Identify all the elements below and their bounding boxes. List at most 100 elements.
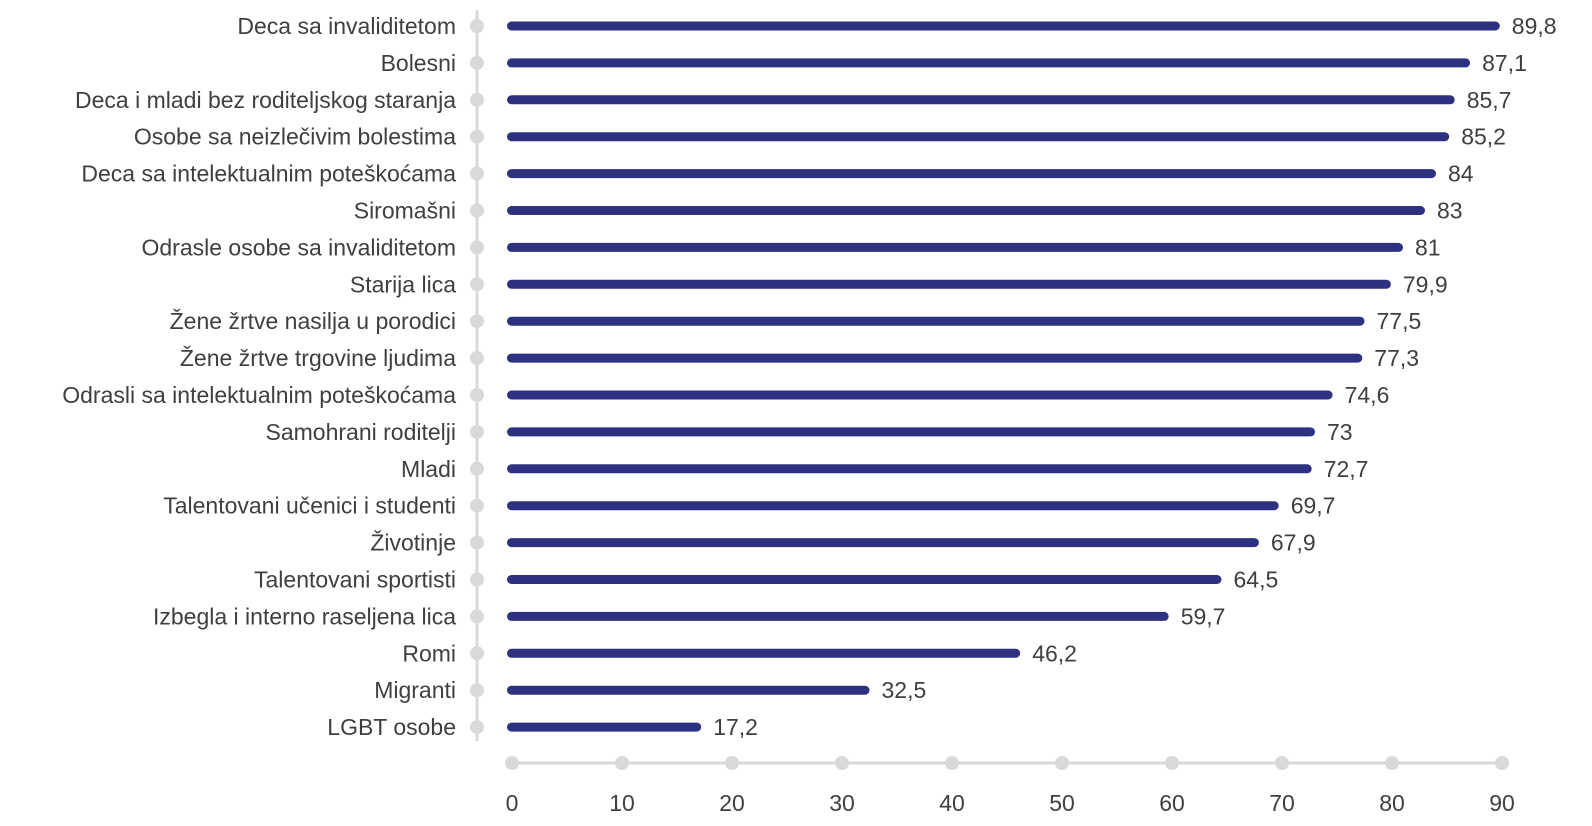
value-label: 89,8	[1512, 13, 1557, 39]
bar	[507, 648, 1021, 658]
x-tick-marker	[835, 756, 849, 770]
x-tick-label: 50	[1049, 790, 1075, 816]
y-tick-marker	[470, 498, 484, 513]
category-label: Izbegla i interno raseljena lica	[153, 603, 456, 629]
x-tick-marker	[1495, 756, 1509, 770]
value-label: 79,9	[1403, 271, 1448, 297]
value-label: 81	[1415, 234, 1441, 260]
value-label: 73	[1327, 419, 1353, 445]
category-label: Životinje	[370, 530, 456, 556]
value-label: 32,5	[882, 677, 927, 703]
bar	[507, 21, 1500, 31]
bar	[507, 169, 1436, 179]
category-label: Odrasle osobe sa invaliditetom	[142, 234, 457, 260]
bar	[507, 685, 870, 695]
bars-group	[507, 21, 1500, 732]
value-label: 77,3	[1374, 345, 1419, 371]
category-label: Mladi	[401, 456, 456, 482]
bar	[507, 464, 1312, 474]
value-label: 72,7	[1324, 456, 1369, 482]
x-tick-label: 70	[1269, 790, 1295, 816]
x-tick-marker	[1275, 756, 1289, 770]
y-tick-marker	[470, 351, 484, 366]
x-tick-label: 0	[506, 790, 519, 816]
x-tick-marker	[615, 756, 629, 770]
value-label: 64,5	[1234, 567, 1279, 593]
category-label: Deca sa intelektualnim poteškoćama	[81, 161, 456, 187]
x-tick-marker	[1165, 756, 1179, 770]
bar	[507, 538, 1259, 548]
category-label: Siromašni	[354, 198, 456, 224]
bar	[507, 95, 1455, 105]
y-tick-marker	[470, 203, 484, 218]
value-label: 46,2	[1032, 640, 1077, 666]
value-label: 59,7	[1181, 603, 1226, 629]
value-label: 69,7	[1291, 493, 1336, 519]
labels-group: Deca sa invaliditetom 89,8 Bolesni 87,1 Deca…	[62, 13, 1556, 740]
bar	[507, 316, 1365, 326]
category-label: Talentovani učenici i studenti	[163, 493, 456, 519]
category-label: Žene žrtve trgovine ljudima	[180, 345, 456, 371]
x-tick-label: 20	[719, 790, 745, 816]
category-label: Romi	[402, 640, 456, 666]
y-axis	[470, 10, 484, 742]
x-tick-label: 10	[609, 790, 635, 816]
bar	[507, 353, 1363, 363]
bar	[507, 242, 1403, 252]
category-label: Starija lica	[350, 271, 456, 297]
value-label: 85,7	[1467, 87, 1512, 113]
y-tick-marker	[470, 19, 484, 33]
x-tick-marker	[1055, 756, 1069, 770]
y-tick-marker	[470, 166, 484, 181]
y-tick-marker	[470, 720, 484, 735]
y-tick-marker	[470, 572, 484, 587]
bar	[507, 206, 1425, 215]
x-tick-label: 60	[1159, 790, 1185, 816]
y-tick-marker	[470, 388, 484, 402]
x-tick-label: 40	[939, 790, 965, 816]
x-tick-label: 30	[829, 790, 855, 816]
y-tick-marker	[470, 461, 484, 476]
y-tick-marker	[470, 240, 484, 255]
x-tick-marker	[725, 756, 739, 770]
x-tick-label: 90	[1489, 790, 1515, 816]
category-label: Bolesni	[381, 50, 456, 76]
y-tick-marker	[470, 683, 484, 698]
y-tick-marker	[470, 424, 484, 439]
x-tick-label: 80	[1379, 790, 1405, 816]
x-tick-marker	[505, 756, 519, 770]
bar	[507, 575, 1222, 584]
value-label: 83	[1437, 198, 1463, 224]
value-label: 77,5	[1377, 308, 1422, 334]
category-label: Odrasli sa intelektualnim poteškoćama	[62, 382, 456, 408]
bar	[507, 611, 1169, 621]
category-label: Žene žrtve nasilja u porodici	[170, 308, 456, 334]
bar	[507, 132, 1450, 142]
y-tick-marker	[470, 277, 484, 292]
value-label: 74,6	[1345, 382, 1390, 408]
y-tick-marker	[470, 646, 484, 661]
x-axis: 0 10 20 30 40 50 60 70 80 90	[505, 756, 1515, 816]
value-label: 87,1	[1482, 50, 1527, 76]
value-label: 85,2	[1461, 124, 1506, 150]
value-label: 17,2	[713, 714, 758, 740]
value-label: 67,9	[1271, 530, 1316, 556]
value-label: 84	[1448, 161, 1474, 187]
category-label: Deca sa invaliditetom	[237, 13, 456, 39]
category-label: Osobe sa neizlečivim bolestima	[134, 124, 456, 150]
x-tick-marker	[1385, 756, 1399, 770]
category-label: Deca i mladi bez roditeljskog staranja	[75, 87, 456, 113]
category-label: Samohrani roditelji	[266, 419, 456, 445]
y-tick-marker	[470, 609, 484, 624]
y-tick-marker	[470, 55, 484, 70]
bar	[507, 722, 702, 732]
x-tick-marker	[945, 756, 959, 770]
category-label: Talentovani sportisti	[254, 567, 456, 593]
y-tick-marker	[470, 535, 484, 550]
y-tick-marker	[470, 129, 484, 144]
y-tick-marker	[470, 92, 484, 107]
bar	[507, 390, 1333, 400]
bar	[507, 58, 1471, 68]
y-tick-marker	[470, 314, 484, 329]
